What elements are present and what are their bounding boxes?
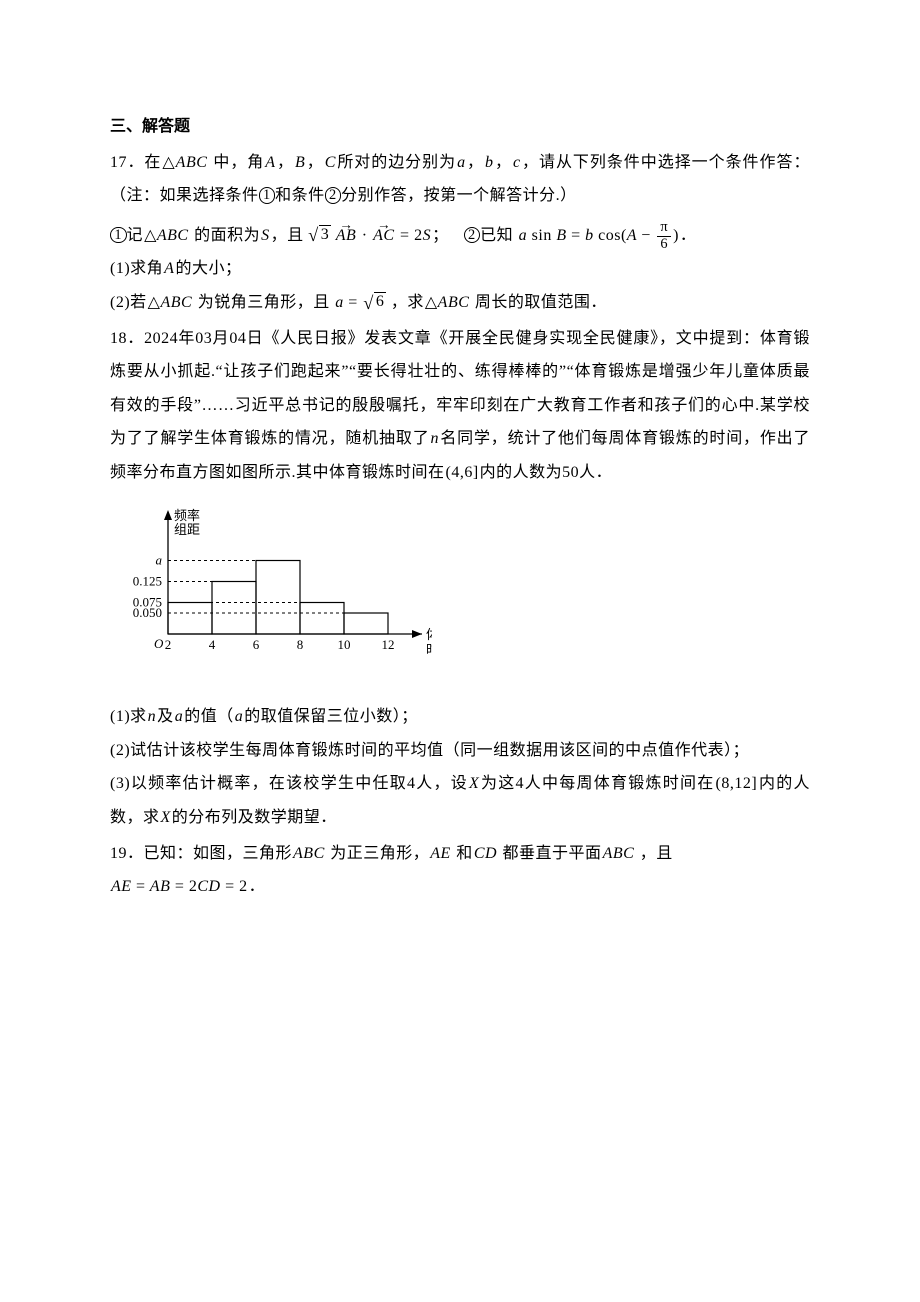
sqrt-3: √3 (308, 225, 331, 244)
svg-text:10: 10 (338, 637, 351, 652)
trig-eq: a sin B = b cos(A − (518, 227, 657, 244)
svg-text:0.125: 0.125 (133, 573, 162, 588)
var-A: A (264, 154, 276, 171)
circled-1: 1 (259, 187, 276, 204)
svg-text:4: 4 (209, 637, 216, 652)
text: 17．在 (110, 154, 161, 171)
svg-text:12: 12 (382, 637, 395, 652)
svg-text:O: O (154, 636, 164, 651)
q17-conditions: 1记△ABC 的面积为S，且 √3 →AB · →AC = 2S； 2已知 a … (110, 219, 810, 253)
sqrt-6: √6 (363, 292, 386, 311)
section-heading: 三、解答题 (110, 110, 810, 144)
svg-text:0.075: 0.075 (133, 594, 162, 609)
q17-sub2: (2)若△ABC 为锐角三角形，且 a = √6 ，求△ABC 周长的取值范围． (110, 286, 810, 320)
q19-body: 19．已知：如图，三角形ABC 为正三角形，AE 和CD 都垂直于平面ABC ，… (110, 837, 810, 871)
q18-body: 18．2024年03月04日《人民日报》发表文章《开展全民健身实现全民健康》，文… (110, 322, 810, 490)
q18-sub1: (1)求n及a的值（a的取值保留三位小数）； (110, 700, 810, 734)
svg-text:6: 6 (253, 637, 260, 652)
vec-AB: →AB (336, 219, 357, 253)
vec-AC: →AC (373, 219, 394, 253)
frac-pi-6: π6 (657, 220, 671, 253)
histogram-chart: 频率组距体育锻炼时间/小时O0.0500.0750.125a24681012 (112, 506, 810, 689)
histogram-svg: 频率组距体育锻炼时间/小时O0.0500.0750.125a24681012 (112, 506, 432, 676)
text: 中，角 (213, 154, 264, 171)
q19-eq: AE = AB = 2CD = 2． (110, 870, 810, 904)
svg-text:体育锻炼: 体育锻炼 (426, 627, 432, 642)
svg-text:8: 8 (297, 637, 304, 652)
q17-sub1: (1)求角A的大小； (110, 252, 810, 286)
q17-intro: 17．在△ABC 中，角A，B，C所对的边分别为a，b，c，请从下列条件中选择一… (110, 146, 810, 213)
circled-1b: 1 (110, 227, 127, 244)
var-B: B (294, 154, 306, 171)
svg-text:频率: 频率 (174, 508, 200, 523)
svg-text:2: 2 (165, 637, 172, 652)
circled-2b: 2 (464, 227, 481, 244)
q18-sub3: (3)以频率估计概率，在该校学生中任取4人，设X为这4人中每周体育锻炼时间在(8… (110, 767, 810, 834)
circled-2: 2 (325, 187, 342, 204)
q18-sub2: (2)试估计该校学生每周体育锻炼时间的平均值（同一组数据用该区间的中点值作代表）… (110, 734, 810, 768)
svg-text:组距: 组距 (174, 522, 200, 537)
var-C: C (324, 154, 337, 171)
svg-text:a: a (156, 552, 163, 567)
svg-text:时间/小时: 时间/小时 (426, 642, 432, 657)
